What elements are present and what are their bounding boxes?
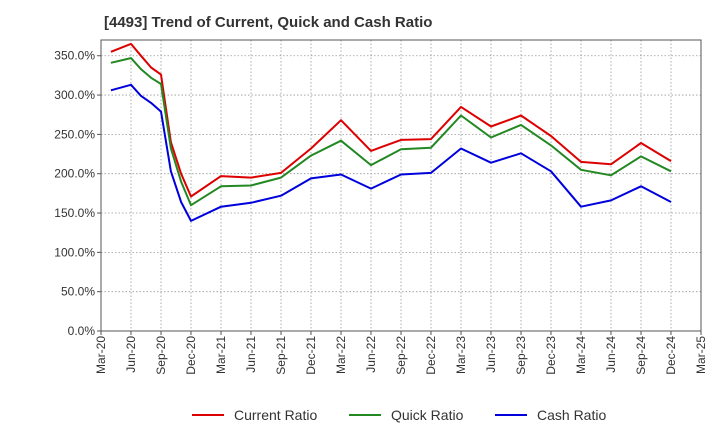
series-lines <box>110 42 672 222</box>
x-tick-label: Mar-20 <box>94 336 108 374</box>
plot-frame <box>100 39 702 332</box>
x-tick-label: Jun-20 <box>124 336 138 373</box>
y-axis: 0.0% 50.0% 100.0% 150.0% 200.0% 250.0% 300.0% 3… <box>54 49 101 338</box>
x-tick-label: Dec-21 <box>304 336 318 375</box>
chart-title: [4493] Trend of Current, Quick and Cash … <box>104 14 433 31</box>
y-tick-label: 50.0% <box>61 285 95 299</box>
x-tick-label: Jun-21 <box>244 336 258 373</box>
y-tick-label: 100.0% <box>54 245 95 259</box>
quick-ratio-legend-label: Quick Ratio <box>391 407 464 423</box>
legend: Current Ratio Quick Ratio Cash Ratio <box>192 407 606 423</box>
x-tick-label: Jun-24 <box>604 336 618 373</box>
current-ratio-line <box>110 42 672 198</box>
x-tick-label: Mar-23 <box>454 336 468 374</box>
x-tick-label: Jun-23 <box>484 336 498 373</box>
x-tick-label: Sep-20 <box>154 336 168 375</box>
cash-ratio-legend-label: Cash Ratio <box>537 407 606 423</box>
x-tick-label: Mar-22 <box>334 336 348 374</box>
x-axis: Mar-20 Jun-20 Sep-20 Dec-20 Mar-21 Jun-21 Sep-… <box>94 331 708 375</box>
x-tick-label: Jun-22 <box>364 336 378 373</box>
current-ratio-legend-label: Current Ratio <box>234 407 317 423</box>
x-tick-label: Mar-21 <box>214 336 228 374</box>
x-tick-label: Sep-23 <box>514 336 528 375</box>
x-tick-label: Sep-24 <box>634 336 648 375</box>
x-tick-label: Dec-20 <box>184 336 198 375</box>
x-tick-label: Dec-23 <box>544 336 558 375</box>
y-tick-label: 350.0% <box>54 49 95 63</box>
x-tick-label: Sep-22 <box>394 336 408 375</box>
x-tick-label: Dec-22 <box>424 336 438 375</box>
x-tick-label: Mar-24 <box>574 336 588 374</box>
y-tick-label: 0.0% <box>68 324 96 338</box>
x-tick-label: Mar-25 <box>694 336 708 374</box>
gridlines <box>100 40 702 332</box>
cash-ratio-line <box>110 83 672 222</box>
y-tick-label: 200.0% <box>54 167 95 181</box>
x-tick-label: Dec-24 <box>664 336 678 375</box>
x-tick-label: Sep-21 <box>274 336 288 375</box>
quick-ratio-line <box>110 57 672 207</box>
y-tick-label: 250.0% <box>54 127 95 141</box>
y-tick-label: 300.0% <box>54 88 95 102</box>
y-tick-label: 150.0% <box>54 206 95 220</box>
